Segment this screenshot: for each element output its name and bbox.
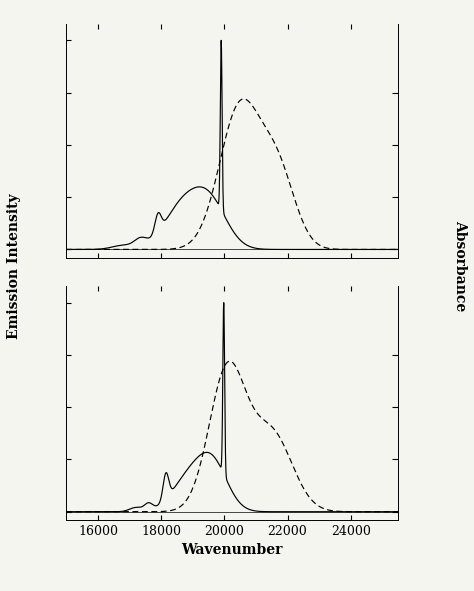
Text: Absorbance: Absorbance <box>453 220 467 311</box>
Text: Emission Intensity: Emission Intensity <box>7 193 21 339</box>
X-axis label: Wavenumber: Wavenumber <box>182 544 283 557</box>
